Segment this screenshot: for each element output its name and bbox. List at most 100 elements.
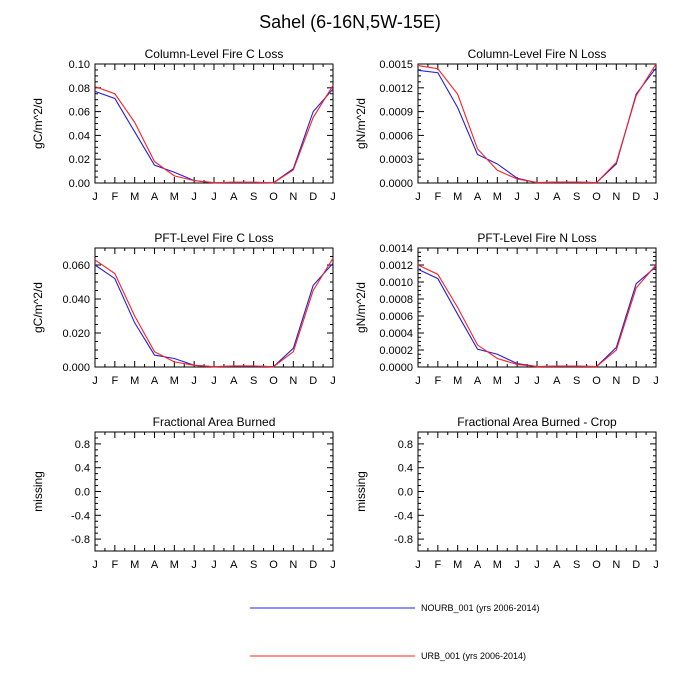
x-tick-label: J — [653, 375, 659, 387]
x-tick-label: A — [230, 191, 238, 203]
series-line-urb — [94, 85, 334, 184]
x-tick-label: J — [211, 559, 217, 571]
x-tick-label: J — [514, 375, 520, 387]
y-tick-label: -0.8 — [71, 534, 90, 546]
x-tick-label: O — [269, 375, 278, 387]
y-tick-label: 0.0009 — [379, 107, 413, 119]
x-tick-label: M — [130, 375, 139, 387]
x-tick-label: A — [553, 375, 561, 387]
x-tick-label: F — [111, 375, 118, 387]
x-tick-label: J — [514, 559, 520, 571]
y-tick-label: 0.8 — [75, 439, 90, 451]
x-tick-label: M — [493, 559, 502, 571]
y-tick-label: 0.060 — [62, 260, 90, 272]
x-tick-label: A — [474, 191, 482, 203]
plot-frame — [94, 63, 334, 184]
y-tick-label: 0.0 — [398, 487, 413, 499]
x-tick-label: J — [92, 191, 98, 203]
x-tick-label: F — [434, 191, 441, 203]
y-tick-label: 0.10 — [69, 59, 90, 71]
x-tick-label: J — [330, 559, 336, 571]
x-tick-label: N — [289, 559, 297, 571]
x-tick-label: J — [330, 191, 336, 203]
x-tick-label: D — [309, 559, 317, 571]
plot-frame — [417, 63, 657, 184]
x-tick-label: N — [612, 191, 620, 203]
x-tick-label: S — [250, 375, 257, 387]
y-tick-label: 0.0010 — [379, 277, 413, 289]
panel-title: PFT-Level Fire C Loss — [154, 231, 273, 245]
y-tick-label: 0.0015 — [379, 59, 413, 71]
x-tick-label: N — [289, 375, 297, 387]
x-tick-label: S — [250, 191, 257, 203]
y-axis-label: gN/m^2/d — [354, 98, 368, 149]
y-tick-label: 0.06 — [69, 107, 90, 119]
x-tick-label: M — [493, 191, 502, 203]
x-tick-label: A — [151, 559, 159, 571]
x-tick-label: J — [191, 559, 197, 571]
series-line-nourb — [94, 88, 334, 184]
x-tick-label: O — [592, 191, 601, 203]
y-tick-label: 0.0000 — [379, 362, 413, 374]
x-tick-label: N — [289, 191, 297, 203]
panel-title: PFT-Level Fire N Loss — [477, 231, 596, 245]
series-line-nourb — [417, 67, 657, 184]
x-tick-label: O — [269, 191, 278, 203]
y-tick-label: 0.0004 — [379, 328, 413, 340]
x-tick-label: A — [151, 375, 159, 387]
x-tick-label: O — [269, 559, 278, 571]
x-tick-label: D — [309, 375, 317, 387]
legend-item: NOURB_001 (yrs 2006-2014) — [250, 603, 540, 613]
y-tick-label: 0.4 — [398, 463, 413, 475]
page-title: Sahel (6-16N,5W-15E) — [259, 12, 441, 32]
series-line-nourb — [417, 266, 657, 368]
x-tick-label: S — [573, 191, 580, 203]
y-tick-label: 0.0012 — [379, 83, 413, 95]
x-tick-label: A — [230, 375, 238, 387]
y-tick-label: 0.0003 — [379, 154, 413, 166]
x-tick-label: J — [211, 375, 217, 387]
y-tick-label: 0.4 — [75, 463, 90, 475]
x-tick-label: J — [653, 191, 659, 203]
y-axis-label: gC/m^2/d — [31, 282, 45, 333]
panel-title: Fractional Area Burned — [153, 415, 276, 429]
x-tick-label: J — [415, 559, 421, 571]
x-tick-label: F — [111, 191, 118, 203]
y-axis-label: gN/m^2/d — [354, 282, 368, 333]
y-tick-label: -0.4 — [394, 510, 413, 522]
y-tick-label: 0.0002 — [379, 345, 413, 357]
x-tick-label: J — [534, 191, 540, 203]
series-line-nourb — [94, 262, 334, 368]
y-axis-label: gC/m^2/d — [31, 98, 45, 149]
legend-label: NOURB_001 (yrs 2006-2014) — [421, 603, 540, 613]
y-tick-label: 0.8 — [398, 439, 413, 451]
x-tick-label: A — [151, 191, 159, 203]
x-tick-label: J — [653, 559, 659, 571]
y-tick-label: 0.0012 — [379, 260, 413, 272]
x-tick-label: M — [130, 559, 139, 571]
x-tick-label: A — [474, 375, 482, 387]
x-tick-label: J — [191, 375, 197, 387]
x-tick-label: S — [573, 375, 580, 387]
x-tick-label: J — [514, 191, 520, 203]
y-axis-label: missing — [31, 471, 45, 512]
x-tick-label: M — [493, 375, 502, 387]
y-tick-label: 0.02 — [69, 154, 90, 166]
x-tick-label: J — [92, 559, 98, 571]
x-tick-label: M — [453, 559, 462, 571]
x-tick-label: A — [474, 559, 482, 571]
x-tick-label: D — [309, 191, 317, 203]
panel-title: Fractional Area Burned - Crop — [457, 415, 617, 429]
y-tick-label: 0.00 — [69, 178, 90, 190]
y-tick-label: 0.08 — [69, 83, 90, 95]
x-tick-label: M — [453, 191, 462, 203]
x-tick-label: M — [170, 559, 179, 571]
x-tick-label: N — [612, 559, 620, 571]
panel-title: Column-Level Fire C Loss — [145, 47, 284, 61]
x-tick-label: F — [434, 375, 441, 387]
